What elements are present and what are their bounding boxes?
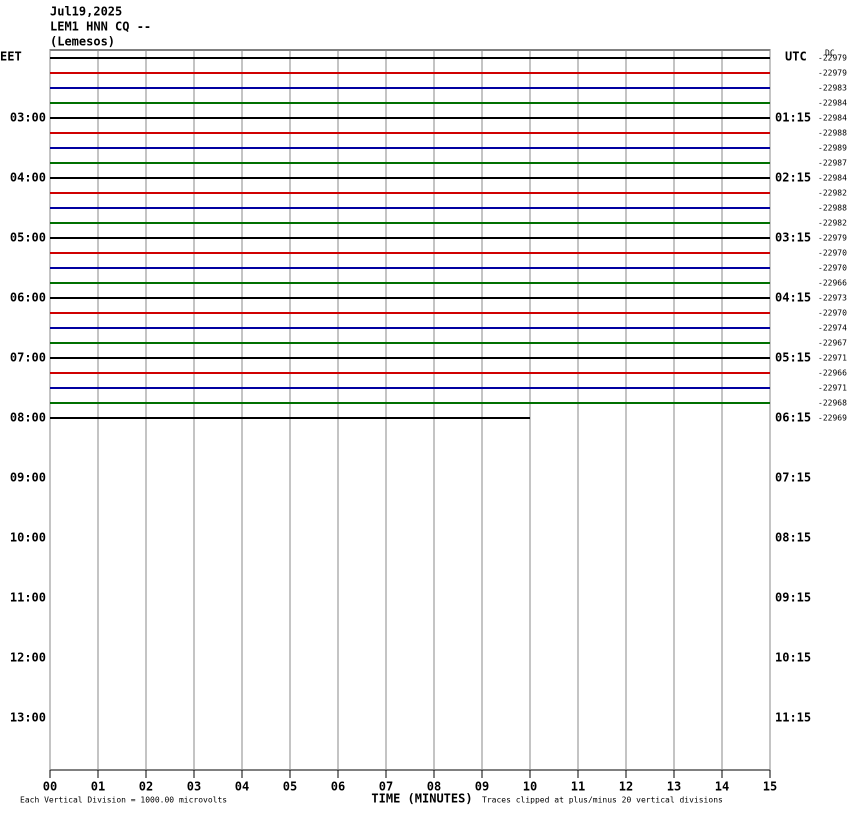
offset-label: -22968 [818, 399, 847, 408]
offset-label: -22987 [818, 159, 847, 168]
x-tick-label: 04 [235, 780, 249, 794]
x-tick-label: 06 [331, 780, 345, 794]
left-hour: 03:00 [10, 111, 46, 125]
left-hour: 05:00 [10, 231, 46, 245]
offset-label: -22988 [818, 129, 847, 138]
x-tick-label: 03 [187, 780, 201, 794]
offset-label: -22966 [818, 369, 847, 378]
left-hour: 13:00 [10, 711, 46, 725]
offset-label: -22971 [818, 354, 847, 363]
left-hour: 11:00 [10, 591, 46, 605]
right-hour: 02:15 [775, 171, 811, 185]
offset-label: -22989 [818, 144, 847, 153]
offset-label: -22971 [818, 384, 847, 393]
offset-header: DC [825, 49, 835, 58]
offset-label: -22970 [818, 264, 847, 273]
right-zone: UTC [785, 50, 807, 64]
title-station: LEM1 HNN CQ -- [50, 20, 151, 34]
footer-right: Traces clipped at plus/minus 20 vertical… [482, 796, 723, 805]
x-tick-label: 02 [139, 780, 153, 794]
right-hour: 03:15 [775, 231, 811, 245]
offset-label: -22966 [818, 279, 847, 288]
x-tick-label: 11 [571, 780, 585, 794]
offset-label: -22984 [818, 114, 847, 123]
x-tick-label: 12 [619, 780, 633, 794]
right-hour: 07:15 [775, 471, 811, 485]
x-tick-label: 08 [427, 780, 441, 794]
title-date: Jul19,2025 [50, 5, 122, 19]
offset-label: -22970 [818, 249, 847, 258]
x-tick-label: 00 [43, 780, 57, 794]
x-tick-label: 15 [763, 780, 777, 794]
right-hour: 01:15 [775, 111, 811, 125]
x-tick-label: 09 [475, 780, 489, 794]
left-hour: 07:00 [10, 351, 46, 365]
offset-label: -22973 [818, 294, 847, 303]
offset-label: -22979 [818, 69, 847, 78]
x-tick-label: 14 [715, 780, 729, 794]
x-tick-label: 13 [667, 780, 681, 794]
offset-label: -22984 [818, 174, 847, 183]
right-hour: 10:15 [775, 651, 811, 665]
offset-label: -22979 [818, 234, 847, 243]
plot-frame [49, 49, 771, 771]
left-hour: 10:00 [10, 531, 46, 545]
right-hour: 04:15 [775, 291, 811, 305]
left-hour: 08:00 [10, 411, 46, 425]
x-tick-label: 07 [379, 780, 393, 794]
offset-label: -22970 [818, 309, 847, 318]
right-hour: 11:15 [775, 711, 811, 725]
right-hour: 05:15 [775, 351, 811, 365]
right-hour: 08:15 [775, 531, 811, 545]
x-axis-label: TIME (MINUTES) [371, 792, 472, 806]
footer-left: Each Vertical Division = 1000.00 microvo… [20, 796, 227, 805]
left-zone: EET [0, 50, 22, 64]
x-tick-label: 10 [523, 780, 537, 794]
offset-label: -22969 [818, 414, 847, 423]
offset-label: -22982 [818, 189, 847, 198]
x-tick-label: 05 [283, 780, 297, 794]
offset-label: -22974 [818, 324, 847, 333]
offset-label: -22984 [818, 99, 847, 108]
offset-label: -22979 [818, 54, 847, 63]
right-hour: 09:15 [775, 591, 811, 605]
offset-label: -22982 [818, 219, 847, 228]
title-location: (Lemesos) [50, 35, 115, 49]
offset-label: -22988 [818, 204, 847, 213]
left-hour: 09:00 [10, 471, 46, 485]
left-hour: 12:00 [10, 651, 46, 665]
x-tick-label: 01 [91, 780, 105, 794]
left-hour: 06:00 [10, 291, 46, 305]
offset-label: -22983 [818, 84, 847, 93]
left-hour: 04:00 [10, 171, 46, 185]
right-hour: 06:15 [775, 411, 811, 425]
offset-label: -22967 [818, 339, 847, 348]
